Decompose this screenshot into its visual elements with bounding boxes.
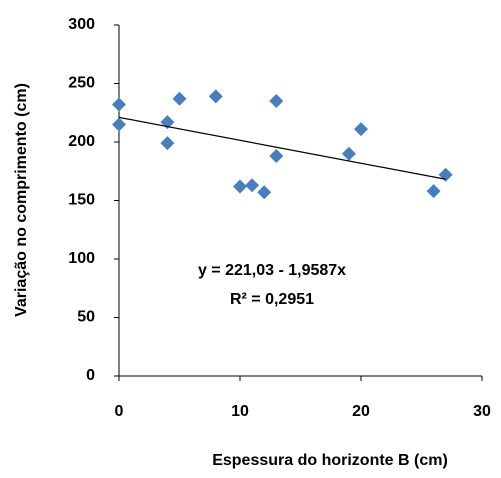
y-tick-label: 250 [68, 75, 95, 92]
y-tick-label: 0 [86, 367, 95, 384]
x-tick-label: 10 [231, 403, 249, 420]
point [438, 167, 453, 182]
point [354, 122, 368, 137]
point [208, 89, 223, 104]
x-tick-label: 0 [115, 403, 124, 420]
y-tick-label: 200 [68, 133, 95, 150]
y-tick-label: 50 [77, 309, 95, 326]
equation: y = 221,03 - 1,9587x [198, 262, 346, 279]
x-tick-label: 30 [473, 403, 491, 420]
point [112, 117, 126, 132]
trendline [118, 116, 446, 180]
point [112, 97, 126, 112]
y-tick-label: 150 [68, 192, 95, 209]
point [341, 146, 356, 161]
point [426, 184, 441, 199]
r-squared: R² = 0,2951 [230, 291, 314, 308]
point [245, 178, 260, 193]
point [269, 94, 284, 109]
y-axis-title: Variação no comprimento (cm) [13, 83, 30, 317]
x-axis-title: Espessura do horizonte B (cm) [212, 452, 448, 469]
point [172, 91, 187, 106]
y-tick-label: 300 [68, 16, 95, 33]
point [269, 149, 284, 164]
y-tick-label: 100 [68, 250, 95, 267]
point [257, 185, 272, 200]
point [160, 136, 175, 151]
point [233, 179, 247, 194]
x-tick-label: 20 [352, 403, 370, 420]
